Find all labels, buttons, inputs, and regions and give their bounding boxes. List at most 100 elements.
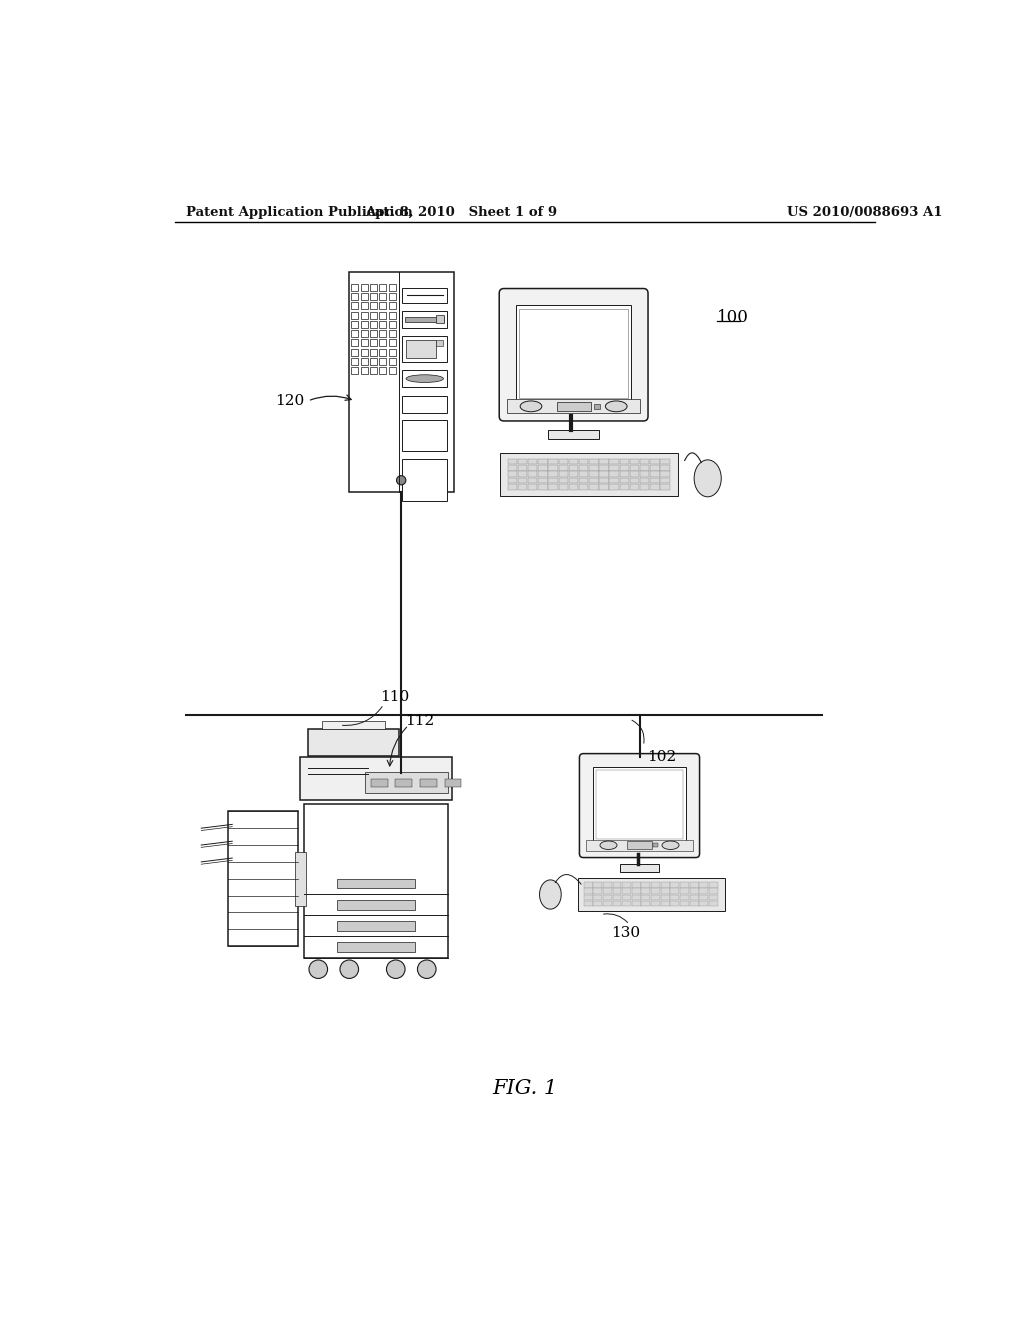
Bar <box>630 465 639 470</box>
Bar <box>360 358 368 364</box>
Bar <box>650 484 659 490</box>
Bar <box>689 888 698 894</box>
Bar <box>650 478 659 483</box>
Bar <box>351 339 358 346</box>
Bar <box>436 341 442 346</box>
FancyBboxPatch shape <box>580 754 699 858</box>
Bar <box>351 358 358 364</box>
Bar <box>699 900 709 906</box>
Bar <box>508 484 517 490</box>
Bar <box>337 942 416 952</box>
Bar <box>630 471 639 477</box>
Bar <box>651 882 660 887</box>
Bar <box>640 471 649 477</box>
Bar <box>360 293 368 300</box>
Bar <box>627 841 652 849</box>
Ellipse shape <box>540 880 561 909</box>
Bar <box>407 341 435 358</box>
Bar <box>680 895 689 900</box>
Bar <box>388 293 395 300</box>
Bar <box>609 484 618 490</box>
Bar <box>388 284 395 290</box>
Bar <box>388 330 395 337</box>
Bar <box>599 459 608 465</box>
Bar <box>322 721 385 729</box>
Bar <box>623 900 631 906</box>
Bar <box>671 900 679 906</box>
Bar <box>528 471 538 477</box>
Circle shape <box>386 960 406 978</box>
Bar <box>370 339 377 346</box>
Bar <box>406 317 444 322</box>
Bar <box>568 459 579 465</box>
Bar <box>620 471 629 477</box>
Bar <box>630 459 639 465</box>
Bar <box>508 465 517 470</box>
Bar <box>518 459 527 465</box>
Bar <box>360 302 368 309</box>
Bar <box>402 370 447 387</box>
Bar <box>620 484 629 490</box>
Bar <box>599 465 608 470</box>
Bar <box>650 465 659 470</box>
Bar <box>589 471 598 477</box>
Bar <box>612 888 622 894</box>
Bar <box>660 465 670 470</box>
Bar <box>528 478 538 483</box>
Bar <box>641 895 650 900</box>
Text: 120: 120 <box>275 393 305 408</box>
Bar <box>612 895 622 900</box>
Bar <box>518 465 527 470</box>
Bar <box>660 882 670 887</box>
Bar <box>351 284 358 290</box>
Bar <box>680 888 689 894</box>
Bar <box>518 484 527 490</box>
FancyBboxPatch shape <box>500 289 648 421</box>
Bar <box>596 770 683 840</box>
Bar <box>612 900 622 906</box>
Bar <box>370 302 377 309</box>
Bar <box>660 459 670 465</box>
Bar <box>379 293 386 300</box>
Bar <box>589 484 598 490</box>
Bar <box>549 430 599 440</box>
Bar <box>593 767 686 842</box>
Bar <box>402 396 447 412</box>
Bar <box>528 465 538 470</box>
Bar <box>300 758 452 800</box>
Bar <box>351 293 358 300</box>
Bar <box>370 358 377 364</box>
Ellipse shape <box>694 459 721 496</box>
Bar <box>632 882 641 887</box>
Bar <box>603 882 611 887</box>
Bar <box>641 888 650 894</box>
Bar <box>528 484 538 490</box>
Bar <box>640 459 649 465</box>
Bar <box>508 471 517 477</box>
Bar <box>603 900 611 906</box>
Bar <box>549 459 558 465</box>
Bar <box>519 309 628 399</box>
Bar <box>337 921 416 931</box>
Bar <box>660 471 670 477</box>
Bar <box>640 465 649 470</box>
Bar <box>660 900 670 906</box>
Ellipse shape <box>600 841 617 850</box>
Text: 100: 100 <box>717 309 749 326</box>
Bar <box>593 895 602 900</box>
Text: 130: 130 <box>611 927 640 940</box>
Bar <box>304 804 447 958</box>
Bar <box>559 465 568 470</box>
Bar <box>599 478 608 483</box>
Bar <box>653 843 658 847</box>
Bar <box>621 865 658 873</box>
Bar <box>579 478 589 483</box>
Bar <box>516 305 631 401</box>
Bar <box>709 895 718 900</box>
Bar <box>660 888 670 894</box>
Bar <box>549 484 558 490</box>
Bar <box>671 888 679 894</box>
Bar <box>388 339 395 346</box>
Bar <box>579 465 589 470</box>
Bar <box>370 321 377 327</box>
